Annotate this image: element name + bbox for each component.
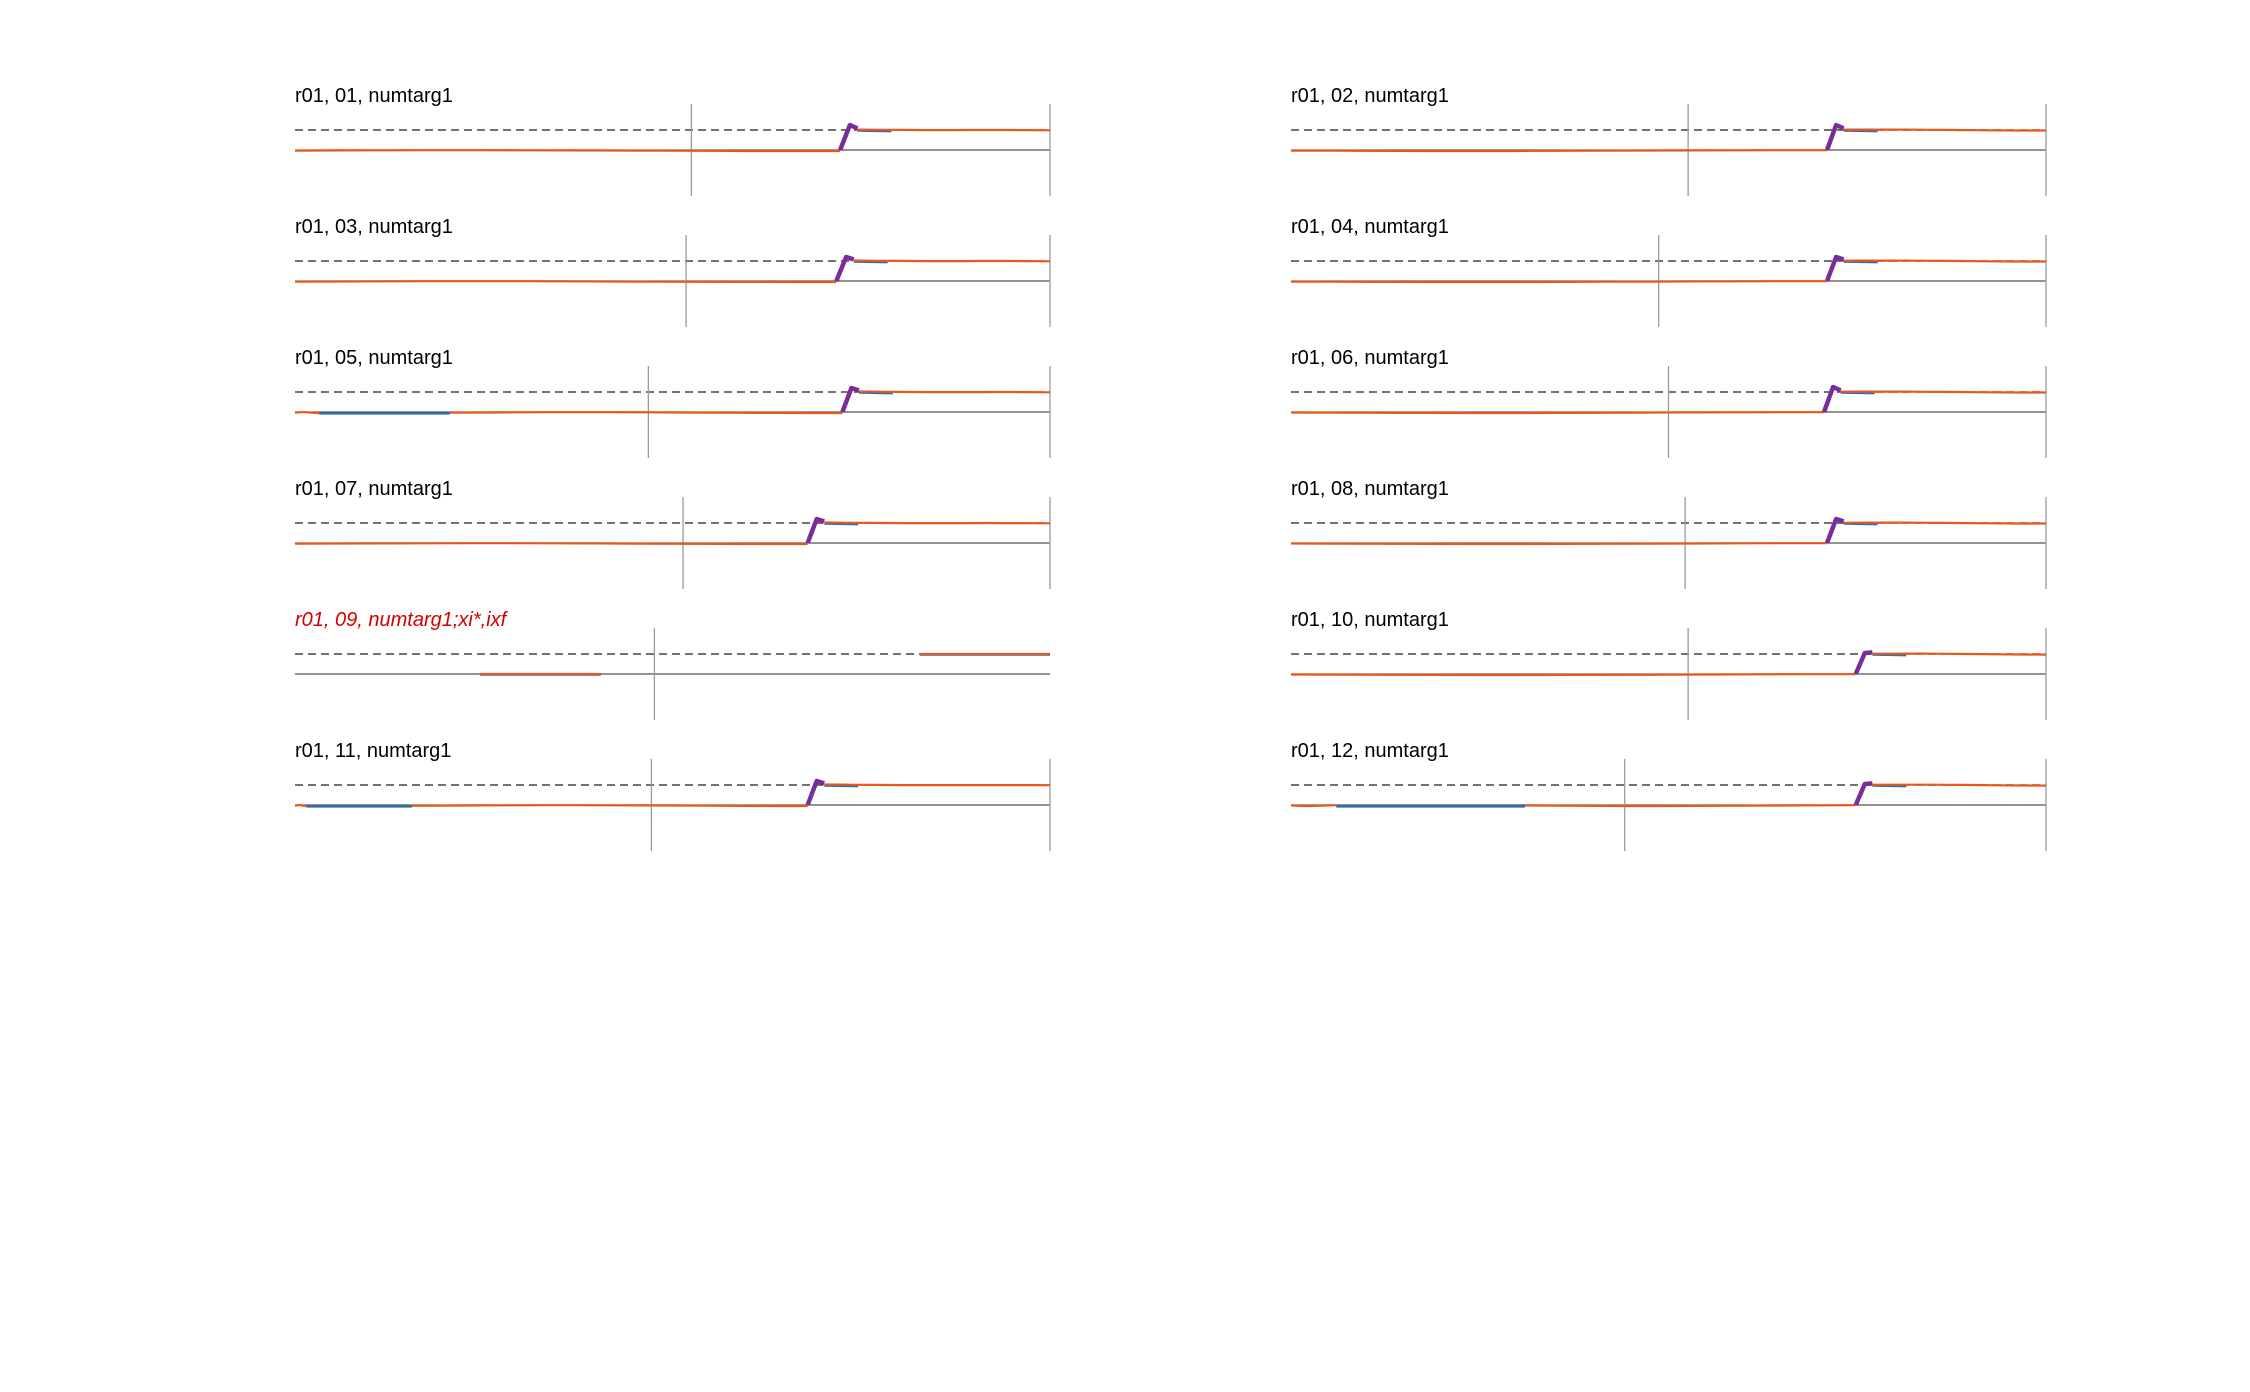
panel-3: r01, 03, numtarg1 — [294, 216, 1051, 327]
transition-jump — [1821, 384, 1842, 413]
trace-orange-post — [1872, 783, 2047, 787]
trace-orange-pre — [294, 542, 808, 546]
panel-title: r01, 05, numtarg1 — [295, 347, 453, 369]
trace-orange-pre — [294, 804, 307, 808]
trace-blue-segment — [853, 260, 888, 264]
transition-jump — [1853, 781, 1873, 806]
panel-title: r01, 07, numtarg1 — [295, 478, 453, 500]
transition-jump — [805, 778, 825, 806]
trace-orange-pre — [1290, 804, 1337, 808]
panel-2: r01, 02, numtarg1 — [1290, 85, 2047, 196]
trace-orange-post — [858, 390, 1051, 394]
transition-jump — [1824, 254, 1845, 282]
panel-1: r01, 01, numtarg1 — [294, 85, 1051, 196]
panel-5: r01, 05, numtarg1 — [294, 347, 1051, 458]
trace-orange-pre — [294, 280, 837, 284]
trace-orange-post — [1843, 128, 2046, 132]
trace-orange-post — [853, 259, 1051, 263]
panel-8: r01, 08, numtarg1 — [1290, 478, 2047, 589]
panel-9: r01, 09, numtarg1;xi*,ixf — [295, 609, 1050, 720]
trace-orange-post — [824, 521, 1051, 525]
panel-title: r01, 03, numtarg1 — [295, 216, 453, 238]
trace-orange-pre — [411, 804, 808, 808]
panel-title: r01, 09, numtarg1;xi*,ixf — [295, 609, 509, 631]
panel-title: r01, 08, numtarg1 — [1291, 478, 1449, 500]
panel-7: r01, 07, numtarg1 — [294, 478, 1051, 589]
panel-12: r01, 12, numtarg1 — [1290, 740, 2047, 851]
trace-orange-pre — [1290, 673, 1856, 677]
trace-orange-pre — [294, 149, 841, 153]
trace-orange-post — [857, 128, 1051, 132]
panel-4: r01, 04, numtarg1 — [1290, 216, 2047, 327]
panel-10: r01, 10, numtarg1 — [1290, 609, 2047, 720]
panel-title: r01, 10, numtarg1 — [1291, 609, 1449, 631]
panel-title: r01, 11, numtarg1 — [295, 740, 451, 762]
panel-title: r01, 12, numtarg1 — [1291, 740, 1449, 762]
transition-jump — [1853, 650, 1873, 675]
panel-title: r01, 02, numtarg1 — [1291, 85, 1449, 107]
trace-orange-pre — [294, 411, 320, 415]
trace-orange-pre — [449, 411, 843, 415]
trace-blue-segment — [824, 522, 859, 526]
trace-orange-post — [824, 783, 1051, 787]
trace-orange-pre — [1524, 804, 1856, 808]
trace-orange-pre — [1290, 280, 1827, 284]
trace-blue-segment — [858, 391, 893, 395]
transition-jump — [838, 122, 859, 151]
trace-orange-post — [1843, 259, 2046, 263]
panel-11: r01, 11, numtarg1 — [294, 740, 1051, 851]
transition-jump — [1824, 122, 1845, 151]
transition-jump — [1824, 516, 1845, 544]
panel-6: r01, 06, numtarg1 — [1290, 347, 2047, 458]
trace-orange-post — [1840, 390, 2046, 394]
transition-jump — [834, 254, 855, 282]
trace-orange-pre — [1290, 542, 1827, 546]
trace-blue-segment — [824, 784, 859, 788]
trace-orange-post — [1843, 521, 2046, 525]
panel-title: r01, 01, numtarg1 — [295, 85, 453, 107]
trace-orange-post — [1872, 652, 2047, 656]
transition-jump — [805, 516, 825, 544]
panel-title: r01, 04, numtarg1 — [1291, 216, 1449, 238]
trace-orange-pre — [1290, 149, 1827, 153]
trace-orange-pre — [1290, 411, 1824, 415]
transition-jump — [840, 385, 860, 413]
panel-title: r01, 06, numtarg1 — [1291, 347, 1449, 369]
